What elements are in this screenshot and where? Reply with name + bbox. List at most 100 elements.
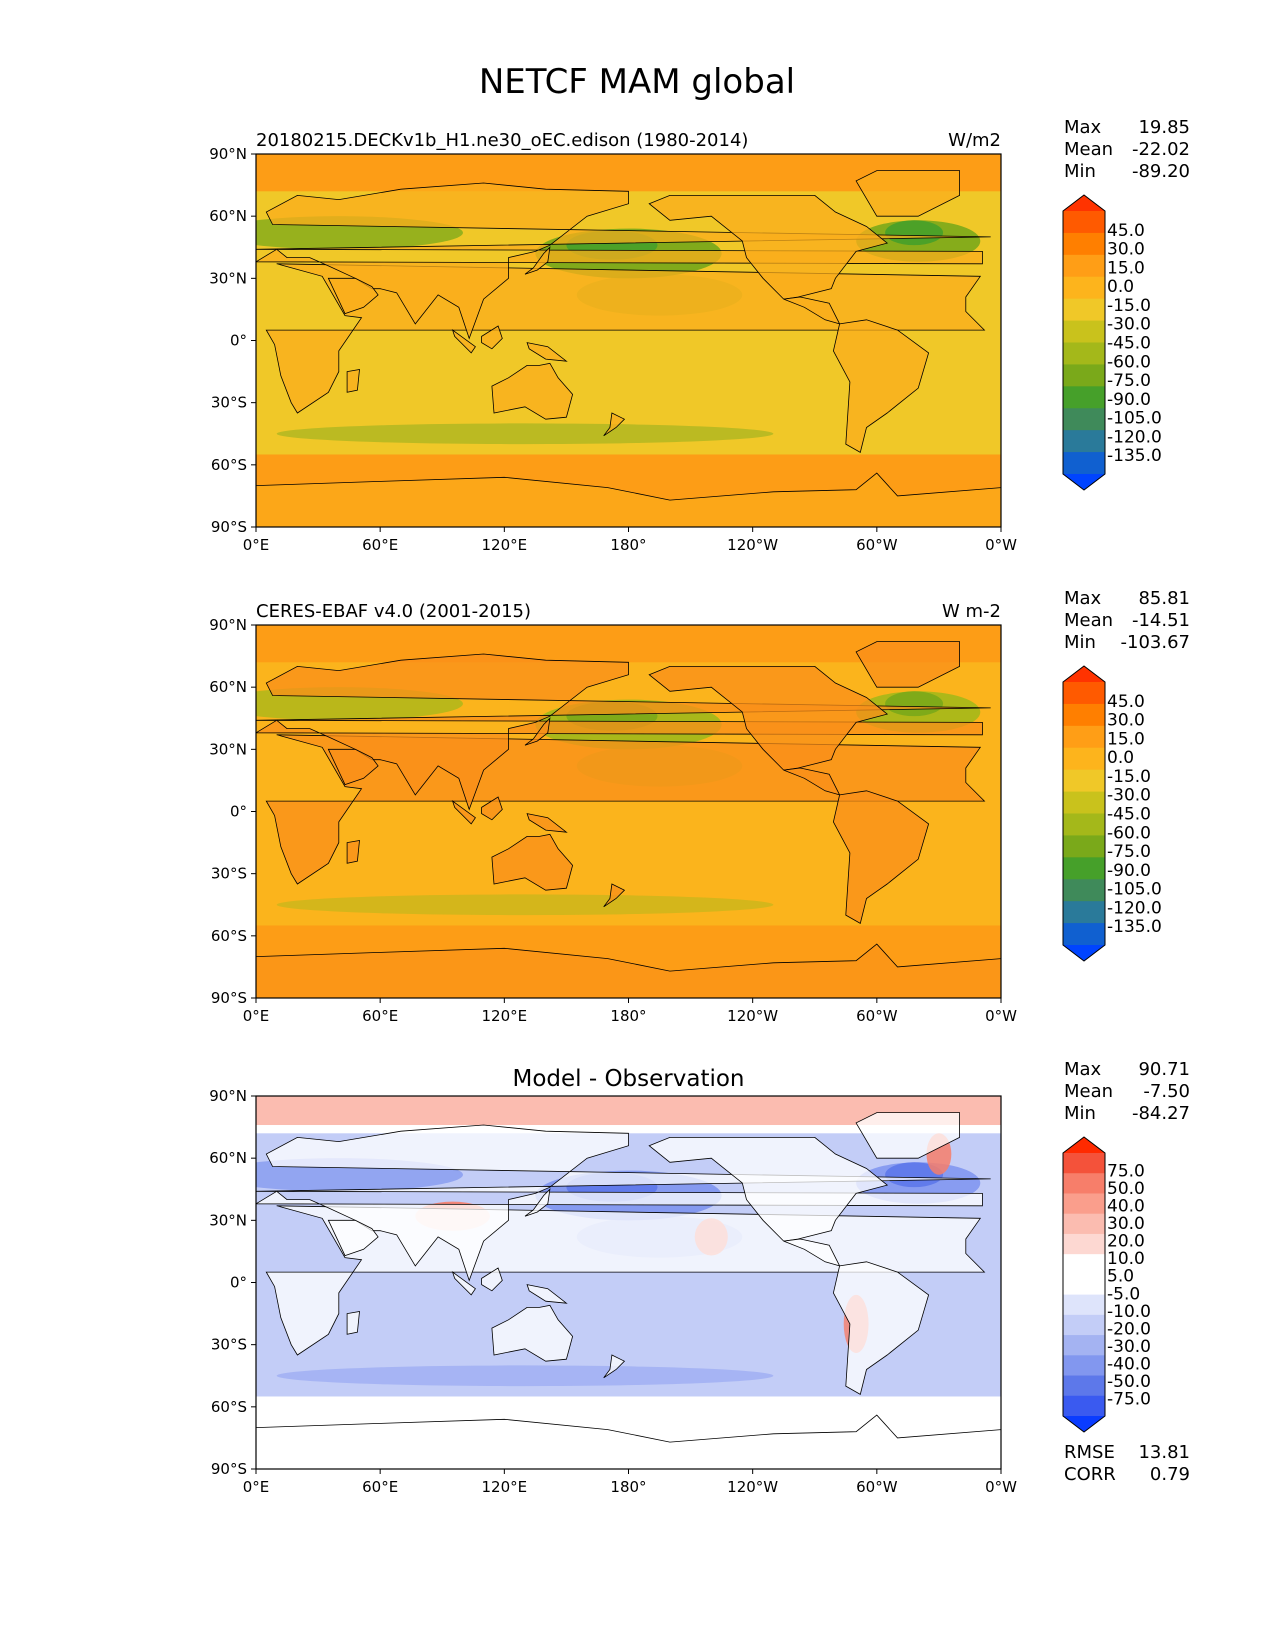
- colorbar-level-label: -5.0: [1107, 1284, 1140, 1304]
- coastline-japan: [524, 717, 551, 746]
- coastline-newzealand: [603, 883, 626, 908]
- lon-tick-label: 0°W: [985, 1478, 1017, 1496]
- colorbar-segment: [1063, 901, 1105, 924]
- colorbar-segment: [1063, 1274, 1105, 1296]
- coastline-newzealand: [603, 412, 626, 437]
- lat-tick-label: 0°: [230, 1274, 247, 1292]
- colorbar-segment: [1063, 1416, 1105, 1432]
- colorbar-level-label: -10.0: [1107, 1302, 1151, 1322]
- lon-tick-label: 120°W: [727, 1007, 778, 1025]
- colorbar-segment: [1063, 725, 1105, 749]
- colorbar-level-label: 30.0: [1107, 240, 1145, 260]
- stat-label: Mean: [1064, 610, 1113, 631]
- colorbar-segment: [1063, 320, 1105, 344]
- coastline-namerica: [648, 1137, 889, 1242]
- coastline-australia: [491, 833, 574, 891]
- map-panel-3: 90°N 60°N 30°N 0° 30°S 60°S 90°S0°E 60°E 120°E 18…: [209, 1059, 1190, 1496]
- colorbar-level-label: -135.0: [1107, 917, 1162, 937]
- colorbar-level-label: -75.0: [1107, 371, 1151, 391]
- lat-tick-label: 30°N: [209, 1211, 247, 1229]
- colorbar-level-label: -30.0: [1107, 1337, 1151, 1357]
- coastline-madagascar: [346, 840, 360, 864]
- coastline-greenland: [855, 1112, 960, 1159]
- colorbar-segment: [1063, 747, 1105, 771]
- colorbar-level-label: -120.0: [1107, 898, 1162, 918]
- lon-tick-label: 180°: [610, 536, 646, 554]
- coastline-namerica: [648, 194, 889, 300]
- lon-tick-label: 60°W: [856, 1007, 898, 1025]
- map-field: [256, 625, 1001, 998]
- lon-tick-label: 120°W: [727, 536, 778, 554]
- stat-label: Min: [1064, 1103, 1096, 1124]
- colorbar-segment: [1063, 408, 1105, 431]
- coastline-australia: [491, 362, 574, 420]
- lat-tick-label: 60°N: [209, 1149, 247, 1167]
- lat-tick-label: 30°S: [211, 865, 247, 883]
- map-field: [256, 154, 1001, 527]
- colorbar-level-label: 50.0: [1107, 1179, 1145, 1199]
- stat-value: -103.67: [1121, 632, 1190, 653]
- lon-tick-label: 60°W: [856, 1478, 898, 1496]
- lon-tick-label: 0°E: [243, 1007, 270, 1025]
- coastline-newguinea: [526, 813, 568, 833]
- lat-tick-label: 60°S: [211, 927, 247, 945]
- stat-label: Max: [1064, 1059, 1102, 1080]
- colorbar-segment: [1063, 298, 1105, 322]
- coastline-samerica: [832, 319, 930, 454]
- colorbar-level-label: -20.0: [1107, 1319, 1151, 1339]
- colorbar-level-label: 0.0: [1107, 277, 1134, 297]
- colorbar-level-label: -30.0: [1107, 786, 1151, 806]
- lat-tick-label: 90°N: [209, 1087, 247, 1105]
- colorbar-level-label: 40.0: [1107, 1197, 1145, 1217]
- colorbar-level-label: -120.0: [1107, 427, 1162, 447]
- coastline-eurasia: [256, 1124, 991, 1282]
- colorbar-segment: [1063, 430, 1105, 453]
- lon-tick-label: 0°E: [243, 1478, 270, 1496]
- lon-tick-label: 0°E: [243, 536, 270, 554]
- colorbar-segment: [1063, 1294, 1105, 1316]
- stat-label: Min: [1064, 632, 1096, 653]
- lat-tick-label: 30°N: [209, 269, 247, 287]
- colorbar-segment: [1063, 1395, 1105, 1417]
- colorbar-segment: [1063, 276, 1105, 300]
- coastline-madagascar: [346, 1311, 360, 1335]
- lat-tick-label: 90°N: [209, 616, 247, 634]
- colorbar-segment: [1063, 1173, 1105, 1195]
- colorbar-level-label: -60.0: [1107, 823, 1151, 843]
- colorbar-segment: [1063, 1233, 1105, 1255]
- colorbar-segment: [1063, 254, 1105, 278]
- colorbar-level-label: -90.0: [1107, 861, 1151, 881]
- colorbar-level-label: 5.0: [1107, 1267, 1134, 1287]
- stat-value: -14.51: [1132, 610, 1190, 631]
- coastline-japan: [524, 1188, 551, 1217]
- colorbar-level-label: -135.0: [1107, 446, 1162, 466]
- coastline-samerica: [832, 790, 930, 925]
- colorbar-segment: [1063, 813, 1105, 837]
- lon-tick-label: 0°W: [985, 536, 1017, 554]
- coastline-newzealand: [603, 1354, 626, 1379]
- colorbar: 45.030.015.00.0-15.0-30.0-45.0-60.0-75.0…: [1062, 665, 1162, 962]
- coastline-greenland: [855, 170, 960, 217]
- map-panel-1: 90°N 60°N 30°N 0° 30°S 60°S 90°S0°E 60°E 120°E 18…: [209, 117, 1190, 554]
- colorbar-level-label: -45.0: [1107, 805, 1151, 825]
- coastline-namerica: [648, 666, 889, 771]
- colorbar-segment: [1063, 879, 1105, 902]
- coastline-eurasia: [256, 653, 991, 811]
- stat-value: -89.20: [1132, 161, 1190, 182]
- colorbar-level-label: 20.0: [1107, 1232, 1145, 1252]
- extra-stat-label: RMSE: [1064, 1442, 1115, 1463]
- coastline-arabia: [327, 748, 379, 786]
- colorbar-segment: [1063, 1193, 1105, 1215]
- colorbar-level-label: -30.0: [1107, 315, 1151, 335]
- coastline-borneo: [481, 1267, 503, 1292]
- coastline-greenland: [855, 641, 960, 688]
- coastline-sumatra: [451, 800, 476, 825]
- colorbar-level-label: 30.0: [1107, 711, 1145, 731]
- lon-tick-label: 120°W: [727, 1478, 778, 1496]
- extra-stat-value: 13.81: [1138, 1442, 1190, 1463]
- coastline-australia: [491, 1304, 574, 1362]
- stat-value: 90.71: [1138, 1059, 1190, 1080]
- coastline-samerica: [832, 1261, 930, 1396]
- stat-label: Max: [1064, 117, 1102, 138]
